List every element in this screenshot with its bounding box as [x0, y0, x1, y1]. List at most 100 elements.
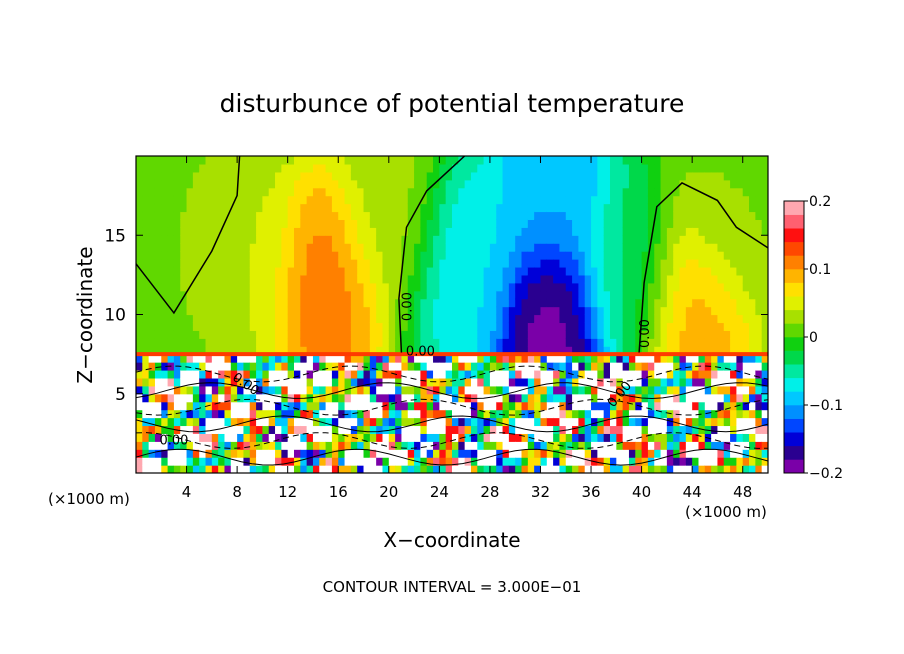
heatmap-cell [237, 227, 245, 236]
heatmap-cell [534, 393, 542, 403]
heatmap-cell [458, 251, 466, 260]
heatmap-cell [711, 322, 719, 331]
heatmap-cell [502, 235, 510, 244]
heatmap-cell [331, 163, 339, 173]
heatmap-cell [742, 290, 750, 300]
heatmap-cell [698, 211, 706, 221]
heatmap-cell [192, 156, 200, 165]
heatmap-cell [641, 179, 649, 189]
heatmap-cell [723, 195, 731, 205]
heatmap-cell [647, 330, 655, 339]
heatmap-cell [249, 314, 257, 324]
heatmap-cell [167, 219, 175, 228]
heatmap-cell [281, 163, 289, 173]
heatmap-cell [685, 211, 693, 221]
heatmap-cell [388, 433, 396, 442]
heatmap-cell [527, 203, 535, 213]
heatmap-cell [616, 354, 624, 363]
heatmap-cell [591, 227, 598, 236]
heatmap-cell [622, 282, 630, 292]
colorbar [783, 200, 805, 474]
heatmap-cell [470, 259, 478, 268]
heatmap-cell [325, 457, 333, 466]
heatmap-cell [357, 433, 365, 442]
heatmap-cell [224, 322, 232, 331]
heatmap-cell [388, 179, 396, 189]
heatmap-cell [761, 251, 768, 260]
heatmap-cell [736, 219, 744, 228]
heatmap-cell [407, 417, 415, 427]
heatmap-cell [256, 211, 263, 221]
heatmap-cell [344, 274, 352, 284]
heatmap-cell [426, 433, 434, 442]
heatmap-cell [350, 385, 358, 395]
heatmap-cell [395, 362, 403, 371]
heatmap-cell [180, 203, 188, 213]
heatmap-cell [312, 362, 320, 371]
heatmap-cell [211, 346, 219, 355]
heatmap-cell [224, 195, 232, 205]
heatmap-cell [654, 425, 662, 434]
heatmap-cell [376, 441, 384, 450]
heatmap-cell [540, 203, 548, 213]
heatmap-cell [281, 290, 289, 300]
heatmap-cell [331, 203, 339, 213]
heatmap-cell [287, 298, 295, 308]
heatmap-cell [180, 227, 188, 236]
heatmap-cell [173, 322, 181, 331]
heatmap-cell [192, 203, 200, 213]
heatmap-cell [173, 235, 181, 244]
heatmap-cell [401, 306, 409, 316]
heatmap-cell [230, 298, 238, 308]
heatmap-cell [433, 385, 440, 395]
heatmap-cell [711, 156, 719, 165]
heatmap-cell [628, 266, 636, 276]
heatmap-cell [559, 179, 567, 189]
heatmap-cell [439, 219, 447, 228]
heatmap-cell [344, 425, 352, 434]
heatmap-cell [704, 219, 712, 228]
heatmap-cell [641, 346, 649, 355]
heatmap-cell [736, 393, 744, 403]
heatmap-cell [647, 385, 655, 395]
heatmap-cell [154, 417, 162, 427]
heatmap-cell [148, 227, 156, 236]
heatmap-cell [192, 290, 200, 300]
heatmap-cell [357, 227, 365, 236]
heatmap-cell [603, 203, 611, 213]
heatmap-cell [243, 362, 251, 371]
heatmap-cell [559, 465, 567, 473]
heatmap-cell [439, 274, 447, 284]
heatmap-cell [635, 465, 643, 473]
heatmap-cell [439, 259, 447, 268]
heatmap-cell [685, 369, 693, 379]
heatmap-cell [578, 322, 586, 331]
heatmap-cell [736, 322, 744, 331]
heatmap-cell [761, 385, 768, 395]
heatmap-cell [249, 219, 257, 228]
heatmap-cell [723, 457, 731, 466]
heatmap-cell [243, 338, 251, 347]
heatmap-cell [414, 441, 421, 450]
heatmap-cell [730, 211, 737, 221]
heatmap-cell [692, 354, 700, 363]
heatmap-cell [464, 282, 472, 292]
heatmap-cell [622, 417, 630, 427]
heatmap-cell [376, 179, 384, 189]
heatmap-cell [692, 393, 700, 403]
heatmap-cell [376, 433, 384, 442]
heatmap-cell [154, 179, 162, 189]
heatmap-cell [483, 417, 491, 427]
heatmap-cell [388, 441, 396, 450]
heatmap-cell [515, 314, 523, 324]
heatmap-cell [136, 266, 143, 276]
heatmap-cell [325, 163, 333, 173]
heatmap-cell [521, 211, 529, 221]
heatmap-cell [736, 259, 744, 268]
heatmap-cell [136, 171, 143, 181]
heatmap-cell [578, 362, 586, 371]
heatmap-cell [458, 203, 466, 213]
heatmap-cell [496, 227, 504, 236]
heatmap-cell [464, 251, 472, 260]
heatmap-cell [192, 465, 200, 473]
